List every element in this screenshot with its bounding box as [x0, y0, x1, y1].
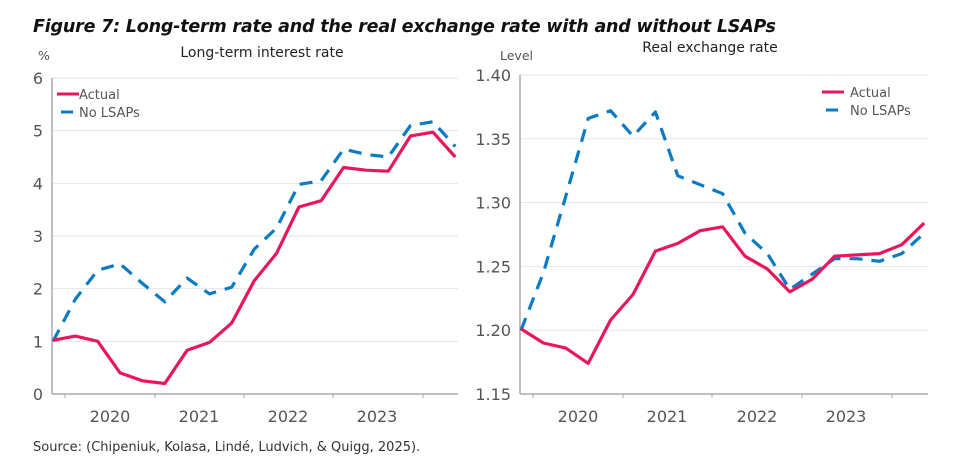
- y-tick-label: 1.15: [475, 385, 511, 404]
- chart-title: Long-term interest rate: [180, 45, 343, 61]
- series-no-lsaps-line: [519, 109, 926, 331]
- x-tick-label: 2021: [647, 407, 688, 426]
- y-tick-label: 3: [33, 227, 43, 246]
- real-exchange-rate-chart: Real exchange rate Level 1.15 1.20 1.25 1.30 1…: [475, 40, 928, 426]
- y-tick-label: 2: [33, 280, 43, 299]
- legend-actual-label: Actual: [850, 86, 891, 101]
- y-axis-unit-label: %: [38, 48, 50, 63]
- y-tick-label: 1.35: [475, 130, 511, 149]
- legend-no-lsaps-label: No LSAPs: [850, 104, 911, 119]
- y-tick-label: 6: [33, 69, 43, 88]
- x-tick-label: 2020: [558, 407, 599, 426]
- y-tick-label: 0: [33, 385, 43, 404]
- legend-no-lsaps-label: No LSAPs: [79, 106, 140, 121]
- x-tick-label: 2021: [179, 407, 220, 426]
- y-tick-label: 1.20: [475, 321, 511, 340]
- y-tick-label: 1.30: [475, 194, 511, 213]
- long-term-rate-chart: Long-term interest rate% 0 1 2 3 4 5 6 2020 2021 2…: [33, 45, 458, 426]
- series-actual-line: [52, 130, 457, 386]
- x-tick-label: 2022: [737, 407, 778, 426]
- y-tick-label: 4: [33, 174, 43, 193]
- chart-title: Real exchange rate: [642, 40, 777, 56]
- x-tick-label: 2023: [357, 407, 398, 426]
- x-tick-label: 2023: [826, 407, 867, 426]
- figure-title: Figure 7: Long-term rate and the real ex…: [33, 17, 776, 37]
- series-no-lsaps-line: [51, 120, 457, 343]
- y-tick-label: 1.25: [475, 257, 511, 276]
- legend-actual-label: Actual: [79, 88, 120, 103]
- x-tick-label: 2022: [268, 407, 309, 426]
- y-tick-label: 1.40: [475, 66, 511, 85]
- x-tick-label: 2020: [90, 407, 131, 426]
- series-actual-line: [520, 221, 926, 365]
- y-tick-label: 1: [33, 332, 43, 351]
- y-tick-label: 5: [33, 122, 43, 141]
- source-note: Source: (Chipeniuk, Kolasa, Lindé, Ludvi…: [33, 440, 421, 455]
- y-axis-unit-label: Level: [500, 48, 533, 63]
